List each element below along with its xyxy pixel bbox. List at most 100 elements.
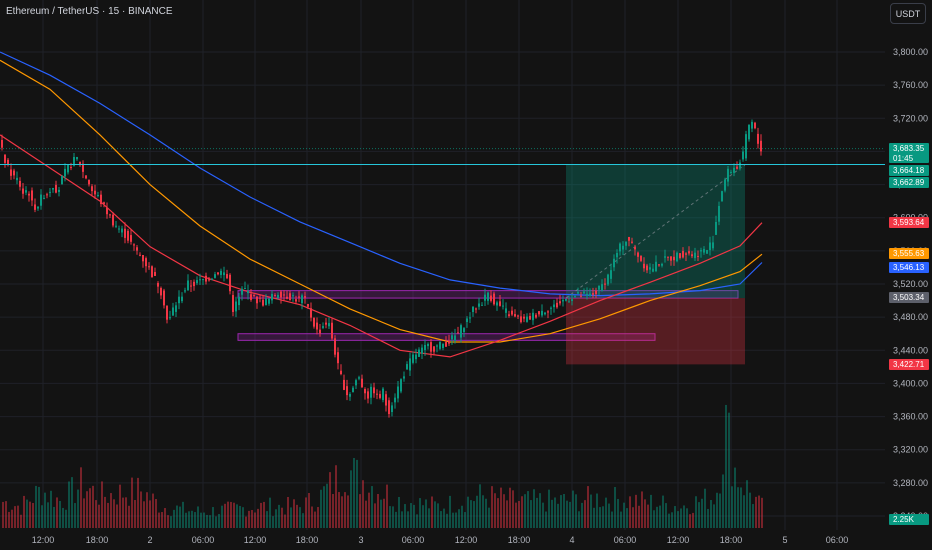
volume-bar	[290, 507, 292, 528]
volume-bar	[152, 493, 154, 528]
volume-bar	[158, 512, 160, 528]
candle-body	[280, 291, 282, 298]
volume-bar	[116, 504, 118, 528]
volume-bar	[173, 509, 175, 528]
volume-bar	[56, 497, 58, 528]
volume-bar	[656, 506, 658, 528]
candle-body	[238, 296, 240, 306]
ema-line-1	[0, 51, 763, 297]
volume-bar	[200, 512, 202, 528]
price-label-bg	[889, 165, 929, 176]
volume-bar	[599, 507, 601, 528]
volume-bar	[617, 498, 619, 528]
volume-bar	[128, 505, 130, 528]
candle-body	[577, 292, 579, 294]
candle-body	[646, 265, 648, 271]
volume-bar	[182, 501, 184, 528]
volume-bar	[125, 497, 127, 528]
volume-bar	[164, 508, 166, 528]
volume-bar	[470, 500, 472, 528]
volume-bar	[119, 484, 121, 528]
volume-bar	[305, 497, 307, 528]
price-axis[interactable]: 3,800.003,760.003,720.003,680.003,640.00…	[893, 47, 928, 521]
currency-button[interactable]: USDT	[890, 3, 926, 24]
price-tick-label: 3,280.00	[893, 478, 928, 488]
candle-body	[115, 225, 117, 227]
volume-bar	[635, 494, 637, 528]
candle-body	[754, 122, 756, 129]
volume-bar	[224, 503, 226, 528]
volume-bar	[491, 486, 493, 528]
volume-bar	[698, 502, 700, 528]
candle-body	[391, 405, 393, 413]
candle-body	[64, 168, 66, 177]
volume-bar	[110, 493, 112, 528]
time-tick-label: 18:00	[508, 535, 531, 545]
candle-body	[163, 290, 165, 306]
candle-body	[10, 169, 12, 176]
candle-body	[514, 314, 516, 317]
candle-body	[256, 296, 258, 304]
target-zone	[566, 164, 745, 299]
candle-body	[292, 295, 294, 297]
candle-body	[43, 197, 45, 199]
candle-body	[202, 279, 204, 281]
price-label-bg	[889, 292, 929, 303]
candle-body	[718, 206, 720, 222]
volume-bar	[530, 500, 532, 528]
volume-bar	[41, 505, 43, 528]
candle-body	[316, 322, 318, 330]
volume-bar	[365, 500, 367, 528]
time-axis[interactable]: 12:00 18:00 2 06:00 12:00 18:00 3 06:00 12:00 18:…	[32, 535, 849, 545]
candle-body	[295, 299, 297, 302]
volume-bar	[506, 500, 508, 528]
candle-body	[670, 256, 672, 261]
candle-body	[190, 285, 192, 287]
candle-body	[214, 274, 216, 278]
candle-body	[199, 279, 201, 281]
candle-body	[598, 285, 600, 290]
volume-bar	[362, 480, 364, 528]
volume-bar	[551, 499, 553, 528]
candle-body	[319, 329, 321, 334]
candle-body	[493, 293, 495, 305]
candle-body	[751, 121, 753, 129]
volume-bar	[47, 502, 49, 528]
candle-body	[484, 294, 486, 301]
candle-body	[322, 326, 324, 328]
time-tick-label: 12:00	[244, 535, 267, 545]
volume-bar	[623, 502, 625, 528]
volume-bar	[728, 412, 730, 528]
volume-bar	[326, 483, 328, 528]
candle-body	[685, 253, 687, 255]
candle-body	[520, 316, 522, 323]
volume-bar	[380, 499, 382, 528]
volume-bar	[392, 506, 394, 528]
candle-body	[712, 242, 714, 249]
volume-bar	[671, 512, 673, 528]
candle-body	[262, 299, 264, 306]
candle-body	[61, 176, 63, 185]
volume-bar	[434, 501, 436, 528]
candle-body	[331, 322, 333, 339]
candle-body	[376, 393, 378, 395]
candle-body	[499, 301, 501, 306]
volume-bar	[62, 507, 64, 528]
volume-bar	[497, 498, 499, 528]
candle-body	[508, 314, 510, 316]
volume-bar	[494, 493, 496, 528]
candle-body	[277, 294, 279, 298]
candle-body	[121, 228, 123, 233]
time-tick-label: 06:00	[402, 535, 425, 545]
volume-bar	[752, 504, 754, 528]
candle-body	[223, 272, 225, 276]
candle-body	[745, 134, 747, 159]
candle-body	[34, 204, 36, 210]
price-tick-label: 3,440.00	[893, 345, 928, 355]
volume-bar	[92, 485, 94, 528]
candle-body	[604, 283, 606, 285]
volume-bar	[572, 490, 574, 528]
volume-bar	[566, 500, 568, 528]
volume-bar	[488, 507, 490, 528]
